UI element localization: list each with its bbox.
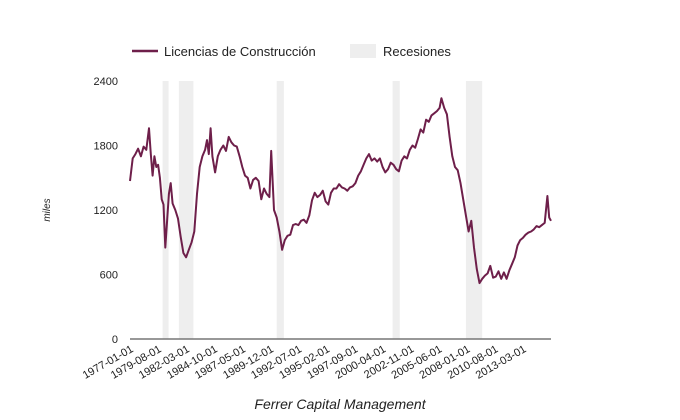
recession-bands (162, 81, 483, 339)
recession-band-0 (162, 81, 169, 339)
y-tick-label: 1200 (94, 205, 118, 217)
recession-band-3 (392, 81, 400, 339)
recession-band-4 (465, 81, 483, 339)
x-axis: 1977-01-011979-08-011982-03-011984-10-01… (81, 343, 529, 382)
y-axis: 0 600 1200 1800 2400 (94, 76, 118, 346)
y-tick-label: 0 (112, 334, 118, 346)
y-tick-label: 1800 (94, 141, 118, 153)
recession-band-1 (178, 81, 194, 339)
recession-band-2 (276, 81, 284, 339)
x-axis-title: Ferrer Capital Management (254, 396, 426, 412)
y-tick-label: 2400 (94, 76, 118, 88)
y-axis-title: miles (42, 198, 53, 221)
legend: Licencias de Construcción Recesiones (132, 44, 451, 59)
series-line-licencias (129, 97, 552, 285)
legend-label-series: Licencias de Construcción (164, 44, 316, 59)
y-tick-label: 600 (100, 270, 118, 282)
legend-label-recessions: Recesiones (383, 44, 451, 59)
legend-box-swatch (350, 44, 376, 58)
